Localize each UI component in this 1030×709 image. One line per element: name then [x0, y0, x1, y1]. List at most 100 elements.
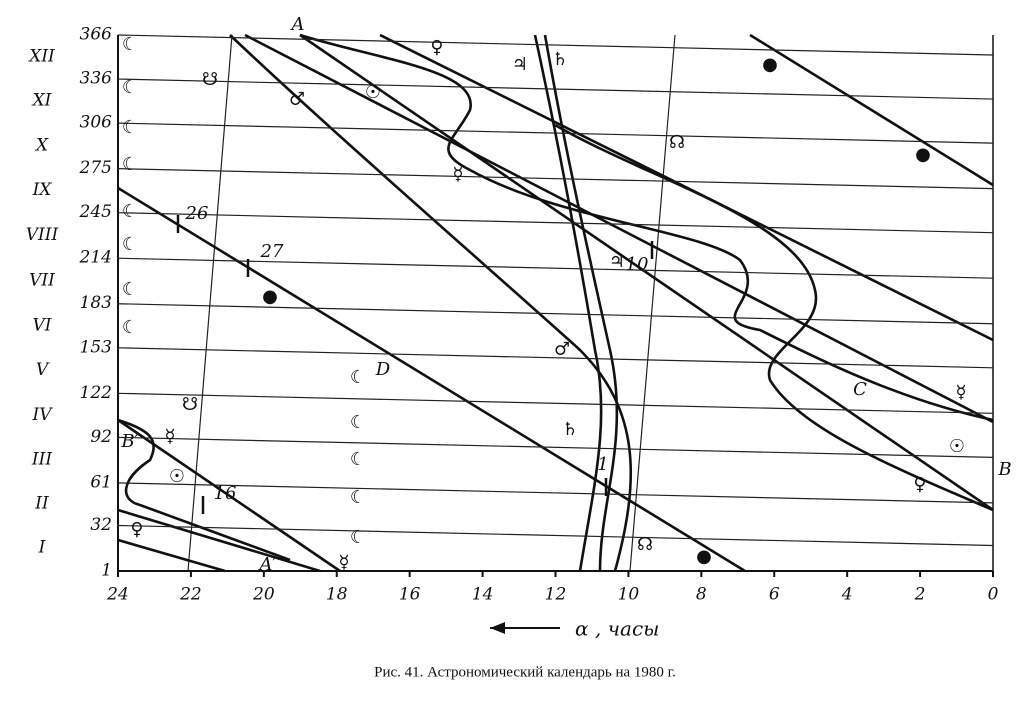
x-tick-label: 18 [326, 585, 348, 605]
line [749, 33, 994, 187]
planet-symbol: ☾ [350, 449, 366, 470]
planet-symbol: ♃ [609, 251, 625, 272]
mercury-curve [299, 33, 994, 422]
planet-symbol: ☾ [122, 234, 138, 255]
line [244, 33, 994, 424]
planet-symbol: ☾ [122, 117, 138, 138]
month-label: IX [32, 180, 53, 200]
grid-line [117, 212, 994, 234]
grid-line [117, 303, 994, 325]
planet-symbol: ☿ [164, 426, 175, 447]
planet-symbol: ☉ [169, 466, 185, 487]
x-tick-label: 2 [914, 585, 926, 605]
x-tick-label: 10 [618, 585, 640, 605]
y-tick-label: 92 [90, 427, 112, 447]
planet-symbol: ☊ [669, 132, 685, 153]
point-label: D [375, 359, 391, 380]
x-tick-label: 22 [179, 585, 202, 605]
planet-symbol: ☾ [122, 201, 138, 222]
planet-symbol: ● [915, 144, 931, 165]
venus-curve [554, 123, 994, 512]
month-label: VIII [26, 225, 59, 245]
month-label: VII [29, 270, 55, 290]
y-tick-label: 1 [101, 561, 112, 581]
sun-line [299, 33, 994, 512]
point-label: A′ [257, 554, 276, 575]
grid-line [117, 524, 994, 547]
month-label: V [36, 360, 50, 380]
y-tick-label: 336 [80, 69, 113, 89]
node-line [187, 34, 233, 572]
mercury-curve [117, 418, 291, 562]
y-tick-label: 214 [79, 248, 112, 268]
y-tick-label: 306 [80, 113, 113, 133]
axis-arrow-head [490, 622, 505, 634]
planet-symbol: ☿ [955, 382, 966, 403]
planet-symbol: ☊ [637, 534, 653, 555]
node-line [629, 34, 676, 572]
planet-symbol: ● [762, 54, 778, 75]
y-tick-label: 183 [80, 293, 112, 313]
x-tick-label: 4 [841, 585, 853, 605]
planet-symbol: ♄ [562, 419, 578, 440]
planet-symbol: ☿ [338, 552, 349, 573]
planet-symbol: ♀ [913, 474, 926, 495]
planet-symbol: ♄ [552, 49, 568, 70]
point-label: 16 [214, 483, 237, 504]
line [117, 538, 226, 573]
grid-line [117, 482, 994, 504]
jupiter-curve [543, 34, 619, 572]
x-tick-label: 24 [106, 585, 129, 605]
planet-symbol: ☾ [122, 34, 138, 55]
month-label: II [34, 494, 49, 514]
point-label: B′ [120, 431, 138, 452]
planet-symbol: ☾ [122, 77, 138, 98]
planet-symbol: ● [696, 546, 712, 567]
planet-symbol: ♂ [554, 339, 570, 360]
x-axis-label: α , часы [575, 617, 659, 641]
orbit-lines [117, 33, 994, 573]
grid-line [117, 34, 994, 56]
x-tick-label: 6 [769, 585, 780, 605]
month-label: X [34, 135, 49, 155]
planet-symbol: ♃ [512, 54, 528, 75]
point-label: 10 [626, 254, 649, 275]
x-tick-label: 16 [399, 585, 421, 605]
month-label: XI [31, 91, 52, 111]
planet-symbol: ☉ [949, 436, 965, 457]
planet-symbol: ♂ [289, 89, 305, 110]
planet-symbol: ♀ [430, 37, 443, 58]
month-label: VI [33, 315, 52, 335]
planet-symbol: ☾ [122, 154, 138, 175]
y-tick-label: 61 [90, 472, 112, 492]
y-tick-label: 32 [90, 515, 112, 535]
line [117, 508, 321, 573]
moon-line [117, 186, 746, 573]
x-tick-label: 0 [988, 585, 999, 605]
grid-line [117, 347, 994, 369]
planet-symbol: ☋ [182, 394, 198, 415]
point-label: B [997, 459, 1011, 480]
planet-symbol: ☋ [202, 69, 218, 90]
grid-line [117, 122, 994, 144]
month-label: I [38, 538, 46, 558]
month-label: III [31, 450, 52, 470]
saturn-curve [533, 34, 603, 572]
point-label: C [853, 379, 867, 400]
y-tick-label: 275 [79, 158, 112, 178]
planet-symbol: ☾ [350, 412, 366, 433]
month-label: IV [32, 405, 54, 425]
y-tick-label: 245 [79, 202, 112, 222]
grid-line [117, 257, 994, 279]
planet-symbol: ☿ [452, 164, 463, 185]
month-label: XII [27, 47, 55, 67]
mars-curve [229, 34, 633, 572]
planet-symbol: ☾ [350, 487, 366, 508]
x-tick-label: 14 [472, 585, 494, 605]
point-label: 26 [185, 203, 209, 224]
caption: Рис. 41. Астрономический календарь на 19… [374, 664, 676, 680]
point-label: 1 [597, 454, 608, 475]
line [117, 418, 341, 573]
grid-line [117, 392, 994, 414]
